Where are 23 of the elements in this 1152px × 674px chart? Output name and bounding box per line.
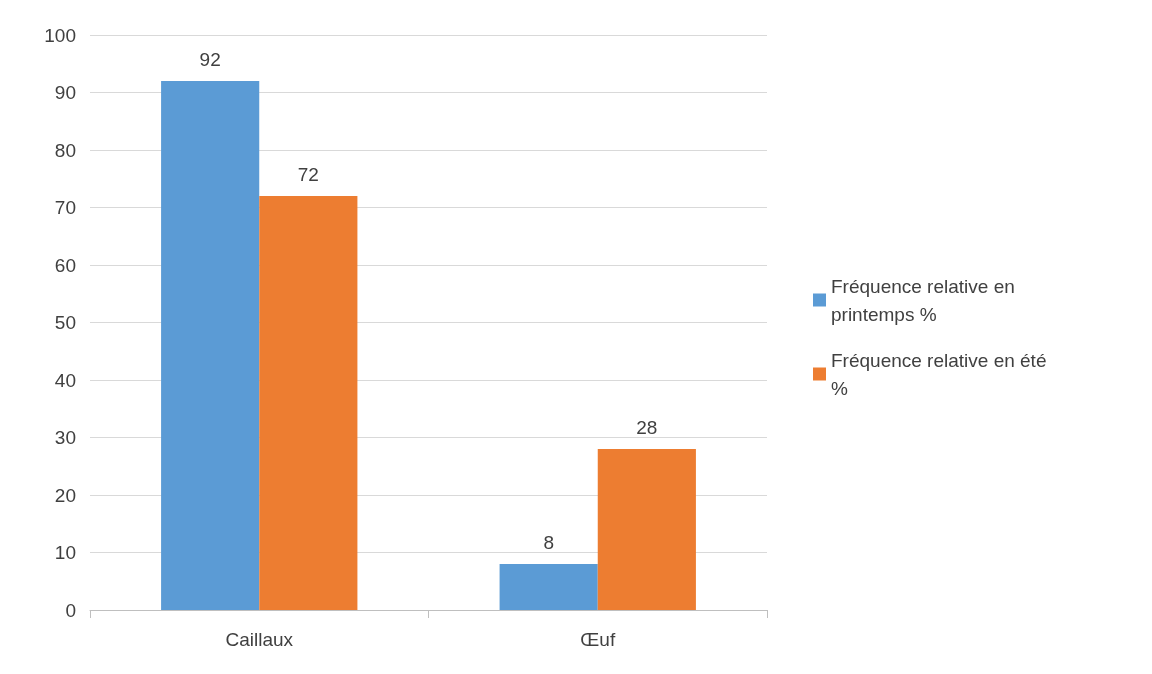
y-tick-label: 100 [44, 24, 76, 46]
bar [259, 196, 358, 610]
y-tick-label: 10 [54, 542, 76, 563]
y-tick-label: 60 [54, 254, 76, 276]
data-label: 8 [543, 532, 554, 553]
y-tick-label: 20 [54, 484, 76, 506]
y-tick-label: 70 [54, 197, 76, 218]
data-label: 28 [636, 417, 658, 438]
y-tick-label: 30 [54, 427, 76, 448]
x-tick-label: Caillaux [225, 629, 294, 650]
legend-label: Fréquence relative en été % [831, 349, 1052, 399]
y-tick-label: 80 [54, 139, 76, 161]
bar [499, 564, 598, 610]
x-tick-label: Œuf [580, 629, 616, 650]
bar [597, 449, 696, 610]
bar [161, 81, 260, 610]
y-tick-label: 90 [54, 82, 76, 103]
y-tick-label: 50 [54, 312, 76, 333]
y-tick-label: 0 [65, 599, 76, 621]
data-label: 72 [297, 164, 319, 185]
legend-label: Fréquence relative en printemps % [831, 275, 1021, 325]
y-tick-label: 40 [54, 369, 76, 391]
data-label: 92 [199, 49, 221, 70]
